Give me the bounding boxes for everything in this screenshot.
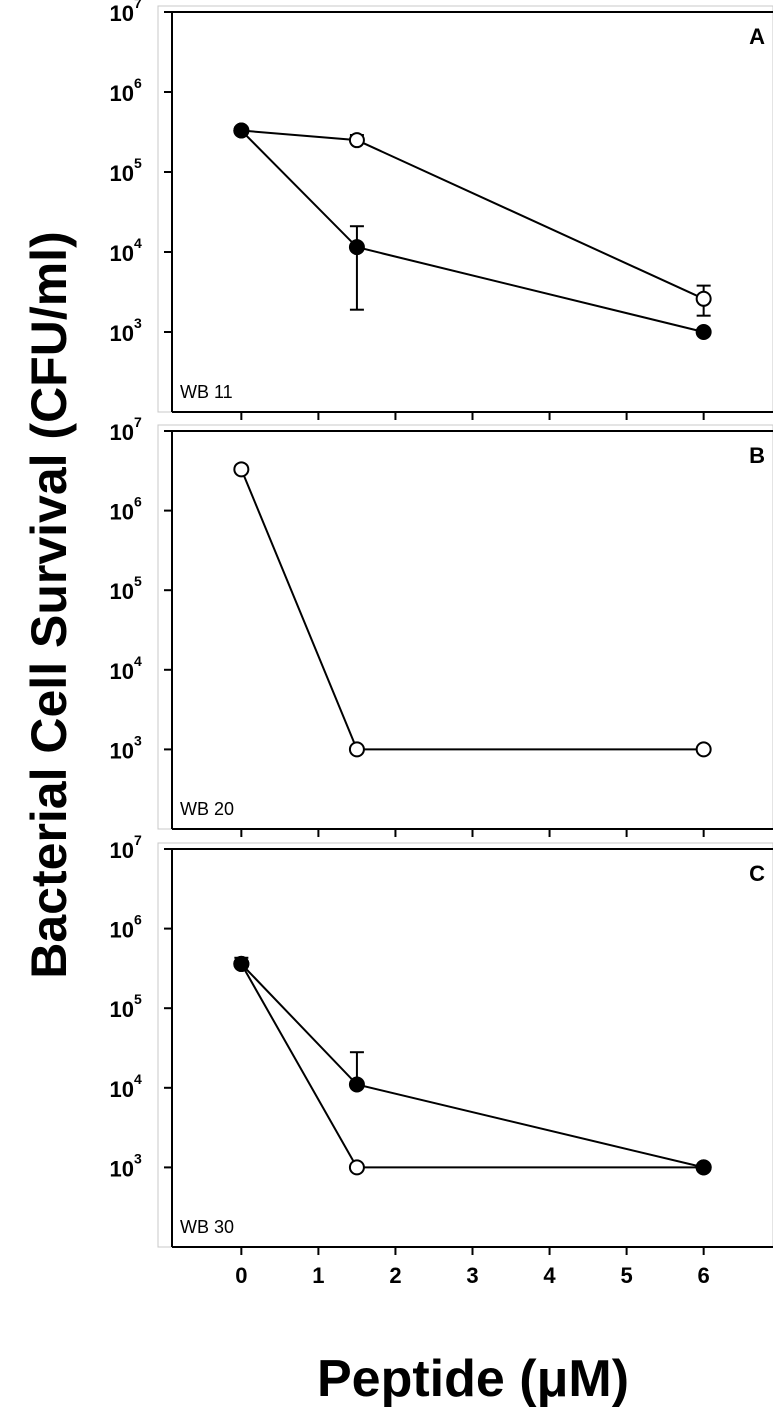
y-tick-label: 10 xyxy=(110,161,134,186)
y-tick-exponent: 7 xyxy=(134,0,142,11)
x-tick-label: 5 xyxy=(620,1263,632,1288)
y-tick-label: 10 xyxy=(110,579,134,604)
panel-letter: C xyxy=(749,861,765,886)
y-tick-label: 10 xyxy=(110,1077,134,1102)
x-tick-label: 0 xyxy=(235,1263,247,1288)
data-point-filled xyxy=(348,1076,365,1093)
x-tick-label: 2 xyxy=(389,1263,401,1288)
data-point-open xyxy=(348,741,365,758)
y-tick-exponent: 6 xyxy=(134,494,142,510)
data-point-open xyxy=(348,1159,365,1176)
x-tick-label: 6 xyxy=(698,1263,710,1288)
y-tick-exponent: 4 xyxy=(134,653,142,669)
data-point-filled xyxy=(233,122,250,139)
y-tick-label: 10 xyxy=(110,321,134,346)
y-tick-exponent: 3 xyxy=(134,1150,142,1166)
data-point-open xyxy=(348,132,365,149)
y-tick-label: 10 xyxy=(110,997,134,1022)
y-tick-exponent: 4 xyxy=(134,1071,142,1087)
y-tick-label: 10 xyxy=(110,659,134,684)
y-tick-label: 10 xyxy=(110,838,134,863)
panel-strain-label: WB 30 xyxy=(180,1217,234,1237)
y-tick-exponent: 5 xyxy=(134,573,142,589)
y-tick-exponent: 7 xyxy=(134,414,142,430)
y-tick-exponent: 6 xyxy=(134,75,142,91)
y-tick-exponent: 5 xyxy=(134,991,142,1007)
data-point-filled xyxy=(233,955,250,972)
y-tick-exponent: 5 xyxy=(134,155,142,171)
x-axis: 0 1 2 3 4 5 6 xyxy=(235,1263,710,1288)
data-point-filled xyxy=(695,1159,712,1176)
panel-strain-label: WB 11 xyxy=(180,382,233,402)
x-tick-label: 4 xyxy=(543,1263,556,1288)
y-tick-exponent: 3 xyxy=(134,315,142,331)
y-tick-label: 10 xyxy=(110,918,134,943)
panel-letter: A xyxy=(749,24,765,49)
y-tick-label: 10 xyxy=(110,1156,134,1181)
panel-strain-label: WB 20 xyxy=(180,799,234,819)
y-tick-label: 10 xyxy=(110,420,134,445)
data-point-open xyxy=(695,290,712,307)
y-tick-exponent: 3 xyxy=(134,732,142,748)
data-point-open xyxy=(233,461,250,478)
y-tick-exponent: 7 xyxy=(134,832,142,848)
y-tick-label: 10 xyxy=(110,500,134,525)
data-point-filled xyxy=(695,324,712,340)
y-axis-title: Bacterial Cell Survival (CFU/ml) xyxy=(21,231,77,978)
y-tick-exponent: 4 xyxy=(134,235,142,251)
data-point-filled xyxy=(348,239,365,256)
y-tick-label: 10 xyxy=(110,81,134,106)
y-tick-label: 10 xyxy=(110,738,134,763)
data-point-open xyxy=(695,741,712,758)
x-tick-label: 1 xyxy=(312,1263,324,1288)
x-axis-title: Peptide (μM) xyxy=(317,1350,629,1408)
panel-letter: B xyxy=(749,443,765,468)
y-tick-exponent: 6 xyxy=(134,912,142,928)
x-tick-label: 3 xyxy=(466,1263,478,1288)
y-tick-label: 10 xyxy=(110,1,134,26)
y-tick-label: 10 xyxy=(110,241,134,266)
